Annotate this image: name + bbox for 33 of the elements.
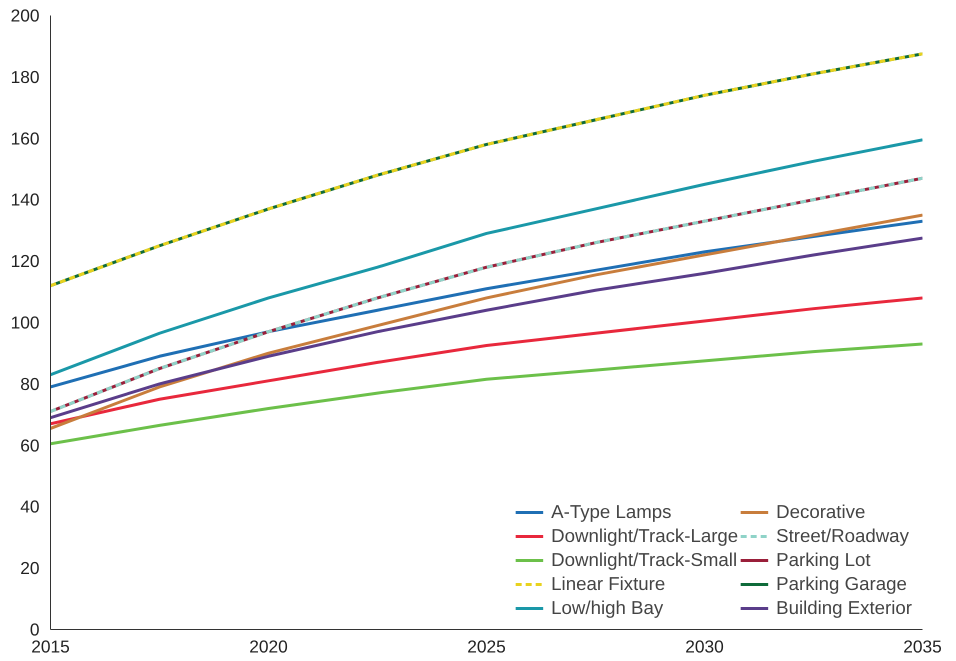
- x-tick-label: 2030: [685, 636, 724, 656]
- legend-label: Parking Garage: [776, 573, 907, 595]
- legend-label: Downlight/Track-Large: [551, 525, 738, 547]
- y-tick-label: 0: [30, 620, 40, 640]
- line-series: [50, 236, 922, 420]
- legend-label: Street/Roadway: [776, 525, 909, 547]
- line-series: [50, 176, 922, 414]
- line-series: [50, 214, 922, 430]
- y-tick-label: 80: [20, 374, 40, 394]
- line-series: [50, 52, 922, 288]
- y-tick-label: 100: [10, 312, 40, 332]
- legend-label: A-Type Lamps: [551, 501, 672, 523]
- y-tick-label: 140: [10, 190, 40, 210]
- x-tick-label: 2020: [249, 636, 288, 656]
- legend-label: Parking Lot: [776, 549, 871, 571]
- y-tick-label: 180: [10, 66, 40, 87]
- legend-label: Low/high Bay: [551, 597, 664, 619]
- line-series: [50, 296, 922, 426]
- line-series: [50, 138, 922, 376]
- x-tick-label: 2035: [903, 636, 942, 656]
- legend-label: Decorative: [776, 501, 866, 523]
- line-series: [50, 342, 922, 446]
- y-tick-label: 200: [10, 6, 40, 26]
- y-tick-label: 120: [10, 251, 40, 272]
- x-tick-label: 2025: [467, 636, 506, 656]
- legend-label: Linear Fixture: [551, 573, 666, 595]
- legend-label: Downlight/Track-Small: [551, 549, 738, 571]
- x-tick-label: 2015: [31, 636, 70, 656]
- y-tick-label: 60: [20, 435, 40, 456]
- y-tick-label: 40: [20, 496, 40, 517]
- legend-label: Building Exterior: [776, 597, 912, 619]
- y-tick-label: 20: [20, 558, 40, 578]
- y-tick-label: 160: [10, 128, 40, 148]
